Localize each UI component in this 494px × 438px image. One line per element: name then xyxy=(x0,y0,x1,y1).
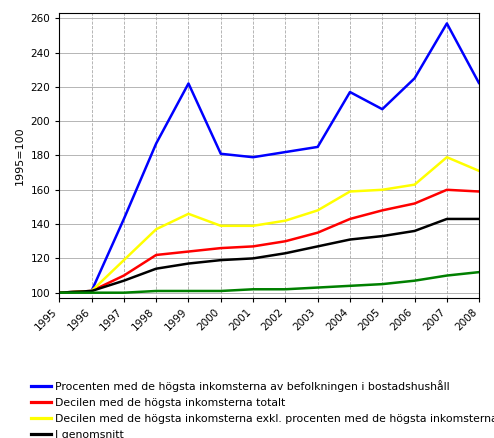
Decilen med de högsta inkomsterna exkl. procenten med de högsta inkomsterna xyxy=(88,288,94,293)
I genomsnitt xyxy=(218,258,224,263)
Decilen med de högsta inkomsterna exkl. procenten med de högsta inkomsterna xyxy=(283,218,288,223)
Decilen med de högsta inkomsterna totalt xyxy=(315,230,321,235)
Decilen med de lägsta inkomsterna xyxy=(283,286,288,292)
I genomsnitt xyxy=(476,216,482,222)
Decilen med de högsta inkomsterna exkl. procenten med de högsta inkomsterna xyxy=(56,290,62,295)
I genomsnitt xyxy=(412,228,417,233)
I genomsnitt xyxy=(315,244,321,249)
Legend: Procenten med de högsta inkomsterna av befolkningen i bostadshushåll, Decilen me: Procenten med de högsta inkomsterna av b… xyxy=(31,380,494,438)
Decilen med de lägsta inkomsterna xyxy=(379,282,385,287)
Line: Procenten med de högsta inkomsterna av befolkningen i bostadshushåll: Procenten med de högsta inkomsterna av b… xyxy=(59,23,479,293)
I genomsnitt xyxy=(379,233,385,239)
Decilen med de högsta inkomsterna exkl. procenten med de högsta inkomsterna xyxy=(444,155,450,160)
Decilen med de lägsta inkomsterna xyxy=(88,290,94,295)
I genomsnitt xyxy=(283,251,288,256)
Decilen med de lägsta inkomsterna xyxy=(186,288,192,293)
Procenten med de högsta inkomsterna av befolkningen i bostadshushåll xyxy=(88,288,94,293)
Procenten med de högsta inkomsterna av befolkningen i bostadshushåll xyxy=(315,144,321,149)
Decilen med de högsta inkomsterna totalt xyxy=(379,208,385,213)
Decilen med de lägsta inkomsterna xyxy=(121,290,127,295)
Decilen med de lägsta inkomsterna xyxy=(218,288,224,293)
Line: Decilen med de högsta inkomsterna exkl. procenten med de högsta inkomsterna: Decilen med de högsta inkomsterna exkl. … xyxy=(59,157,479,293)
Decilen med de högsta inkomsterna exkl. procenten med de högsta inkomsterna xyxy=(476,168,482,173)
Decilen med de högsta inkomsterna totalt xyxy=(283,239,288,244)
I genomsnitt xyxy=(153,266,159,271)
Procenten med de högsta inkomsterna av befolkningen i bostadshushåll xyxy=(153,141,159,146)
Y-axis label: 1995=100: 1995=100 xyxy=(15,126,25,185)
Procenten med de högsta inkomsterna av befolkningen i bostadshushåll xyxy=(283,149,288,155)
Decilen med de högsta inkomsterna exkl. procenten med de högsta inkomsterna xyxy=(379,187,385,192)
Decilen med de högsta inkomsterna exkl. procenten med de högsta inkomsterna xyxy=(315,208,321,213)
Decilen med de högsta inkomsterna exkl. procenten med de högsta inkomsterna xyxy=(412,182,417,187)
Procenten med de högsta inkomsterna av befolkningen i bostadshushåll xyxy=(476,81,482,86)
I genomsnitt xyxy=(186,261,192,266)
I genomsnitt xyxy=(347,237,353,242)
Line: Decilen med de lägsta inkomsterna: Decilen med de lägsta inkomsterna xyxy=(59,272,479,293)
Decilen med de högsta inkomsterna totalt xyxy=(153,252,159,258)
Procenten med de högsta inkomsterna av befolkningen i bostadshushåll xyxy=(186,81,192,86)
Decilen med de högsta inkomsterna exkl. procenten med de högsta inkomsterna xyxy=(121,258,127,263)
Decilen med de högsta inkomsterna totalt xyxy=(412,201,417,206)
Procenten med de högsta inkomsterna av befolkningen i bostadshushåll xyxy=(347,89,353,95)
Decilen med de högsta inkomsterna totalt xyxy=(56,290,62,295)
Decilen med de lägsta inkomsterna xyxy=(347,283,353,289)
Decilen med de högsta inkomsterna totalt xyxy=(186,249,192,254)
Procenten med de högsta inkomsterna av befolkningen i bostadshushåll xyxy=(444,21,450,26)
I genomsnitt xyxy=(250,256,256,261)
Decilen med de lägsta inkomsterna xyxy=(476,269,482,275)
Procenten med de högsta inkomsterna av befolkningen i bostadshushåll xyxy=(250,155,256,160)
Decilen med de högsta inkomsterna totalt xyxy=(250,244,256,249)
I genomsnitt xyxy=(88,288,94,293)
Decilen med de högsta inkomsterna totalt xyxy=(347,216,353,222)
Decilen med de lägsta inkomsterna xyxy=(444,273,450,278)
Procenten med de högsta inkomsterna av befolkningen i bostadshushåll xyxy=(379,106,385,112)
Decilen med de högsta inkomsterna exkl. procenten med de högsta inkomsterna xyxy=(218,223,224,229)
Procenten med de högsta inkomsterna av befolkningen i bostadshushåll xyxy=(412,76,417,81)
Decilen med de högsta inkomsterna totalt xyxy=(444,187,450,192)
Decilen med de högsta inkomsterna exkl. procenten med de högsta inkomsterna xyxy=(186,211,192,216)
I genomsnitt xyxy=(121,278,127,283)
I genomsnitt xyxy=(444,216,450,222)
Line: I genomsnitt: I genomsnitt xyxy=(59,219,479,293)
Decilen med de högsta inkomsterna totalt xyxy=(88,288,94,293)
Decilen med de lägsta inkomsterna xyxy=(412,278,417,283)
Decilen med de lägsta inkomsterna xyxy=(153,288,159,293)
Decilen med de högsta inkomsterna exkl. procenten med de högsta inkomsterna xyxy=(153,226,159,232)
Procenten med de högsta inkomsterna av befolkningen i bostadshushåll xyxy=(56,290,62,295)
Procenten med de högsta inkomsterna av befolkningen i bostadshushåll xyxy=(121,216,127,222)
Decilen med de lägsta inkomsterna xyxy=(56,290,62,295)
Decilen med de högsta inkomsterna exkl. procenten med de högsta inkomsterna xyxy=(347,189,353,194)
Decilen med de högsta inkomsterna exkl. procenten med de högsta inkomsterna xyxy=(250,223,256,229)
I genomsnitt xyxy=(56,290,62,295)
Decilen med de lägsta inkomsterna xyxy=(315,285,321,290)
Line: Decilen med de högsta inkomsterna totalt: Decilen med de högsta inkomsterna totalt xyxy=(59,190,479,293)
Decilen med de lägsta inkomsterna xyxy=(250,286,256,292)
Decilen med de högsta inkomsterna totalt xyxy=(476,189,482,194)
Procenten med de högsta inkomsterna av befolkningen i bostadshushåll xyxy=(218,151,224,156)
Decilen med de högsta inkomsterna totalt xyxy=(121,273,127,278)
Decilen med de högsta inkomsterna totalt xyxy=(218,245,224,251)
